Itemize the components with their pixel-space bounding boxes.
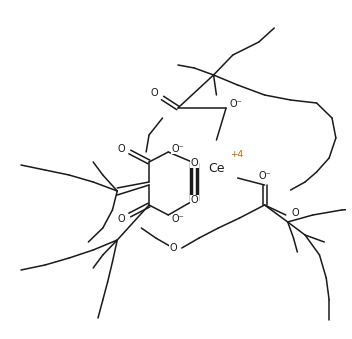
Text: O⁻: O⁻ [258, 171, 271, 181]
Text: O: O [190, 158, 198, 168]
Text: O⁻: O⁻ [171, 144, 184, 154]
Text: Ce: Ce [208, 161, 225, 175]
Text: O: O [117, 214, 125, 224]
Text: O: O [150, 88, 158, 98]
Text: O: O [169, 243, 177, 253]
Text: O⁻: O⁻ [171, 214, 184, 224]
Text: O: O [117, 144, 125, 154]
Text: +4: +4 [230, 150, 243, 159]
Text: O⁻: O⁻ [230, 99, 242, 109]
Text: O: O [190, 195, 198, 205]
Text: O: O [291, 208, 299, 218]
